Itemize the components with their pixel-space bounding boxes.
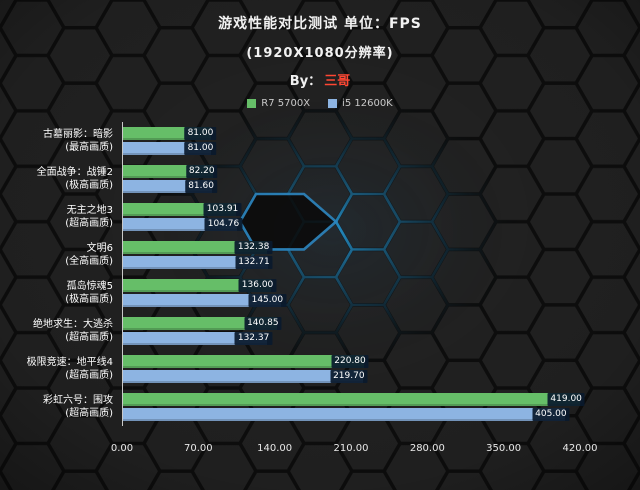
category-label: 无主之地3 (超高画质) xyxy=(0,198,122,236)
value-badge: 81.00 xyxy=(184,142,217,155)
category-quality: (超高画质) xyxy=(65,408,113,419)
bar-i5-12600k xyxy=(123,408,565,421)
category-name: 绝地求生：大逃杀 xyxy=(33,319,113,330)
x-axis-tick: 280.00 xyxy=(409,443,445,454)
category-name: 彩虹六号：围攻 xyxy=(43,395,113,406)
category-quality: (超高画质) xyxy=(65,370,113,381)
category-quality: (极高画质) xyxy=(65,294,113,305)
bar-r7-5700x xyxy=(123,355,364,368)
value-badge: 132.71 xyxy=(235,256,273,269)
chart-row: 全面战争：战锤2 (极高画质) 82.20 81.60 xyxy=(0,160,640,198)
category-name: 无主之地3 xyxy=(66,205,113,216)
category-quality: (超高画质) xyxy=(65,332,113,343)
category-name: 极限竞速：地平线4 xyxy=(26,357,113,368)
value-badge: 82.20 xyxy=(185,165,218,178)
bar-group: 103.91 104.76 xyxy=(122,198,623,236)
value-badge: 405.00 xyxy=(532,408,570,421)
chart-row: 无主之地3 (超高画质) 103.91 104.76 xyxy=(0,198,640,236)
category-label: 极限竞速：地平线4 (超高画质) xyxy=(0,350,122,388)
category-label: 孤岛惊魂5 (极高画质) xyxy=(0,274,122,312)
category-name: 孤岛惊魂5 xyxy=(66,281,113,292)
bar-r7-5700x xyxy=(123,279,272,292)
category-quality: (全高画质) xyxy=(65,256,113,267)
legend-item: i5 12600K xyxy=(328,98,393,109)
chart-subtitle: (1920X1080分辨率) xyxy=(246,46,394,61)
legend-swatch xyxy=(328,99,338,108)
category-quality: (极高画质) xyxy=(65,180,113,191)
category-label: 绝地求生：大逃杀 (超高画质) xyxy=(0,312,122,350)
x-axis-tick: 140.00 xyxy=(257,443,293,454)
category-label: 全面战争：战锤2 (极高画质) xyxy=(0,160,122,198)
x-axis-tick: 0.00 xyxy=(110,443,134,454)
value-badge: 145.00 xyxy=(248,294,287,307)
category-quality: (超高画质) xyxy=(65,218,113,229)
value-badge: 219.70 xyxy=(330,370,368,383)
bar-r7-5700x xyxy=(123,317,277,330)
legend-label: i5 12600K xyxy=(342,98,393,109)
category-name: 全面战争：战锤2 xyxy=(36,167,113,178)
bar-group: 220.80 219.70 xyxy=(122,350,623,388)
bar-r7-5700x xyxy=(123,241,268,254)
legend-label: R7 5700X xyxy=(261,98,311,109)
bar-i5-12600k xyxy=(123,294,282,307)
legend-item: R7 5700X xyxy=(247,98,310,109)
legend: R7 5700X i5 12600K xyxy=(0,98,640,109)
bar-i5-12600k xyxy=(123,256,268,269)
bar-group: 82.20 81.60 xyxy=(122,160,623,198)
legend-swatch xyxy=(247,99,257,108)
value-badge: 220.80 xyxy=(331,355,369,368)
bar-group: 136.00 145.00 xyxy=(122,274,623,312)
x-axis-tick: 350.00 xyxy=(486,443,522,454)
chart-row: 孤岛惊魂5 (极高画质) 136.00 145.00 xyxy=(0,274,640,312)
plot: 古墓丽影：暗影 (最高画质) 81.00 81.00 全面战争：战锤2 (极高画质) 82.… xyxy=(0,122,640,426)
value-badge: 132.38 xyxy=(234,241,273,254)
chart-row: 文明6 (全高画质) 132.38 132.71 xyxy=(0,236,640,274)
value-badge: 103.91 xyxy=(203,203,242,216)
bar-i5-12600k xyxy=(123,332,268,345)
category-label: 古墓丽影：暗影 (最高画质) xyxy=(0,122,122,160)
x-axis-ticks: 0.00 70.00 140.00 210.00 280.00 350.00 420.00 xyxy=(111,443,598,457)
bar-r7-5700x xyxy=(123,393,580,406)
chart-title: 游戏性能对比测试 单位：FPS xyxy=(218,16,422,32)
bar-group: 132.38 132.71 xyxy=(122,236,623,274)
value-badge: 136.00 xyxy=(238,279,277,292)
category-quality: (最高画质) xyxy=(65,142,113,153)
x-axis-tick: 70.00 xyxy=(184,443,213,454)
value-badge: 104.76 xyxy=(204,218,243,231)
bar-group: 81.00 81.00 xyxy=(122,122,623,160)
chart-row: 彩虹六号：围攻 (超高画质) 419.00 405.00 xyxy=(0,388,640,426)
category-label: 彩虹六号：围攻 (超高画质) xyxy=(0,388,122,426)
category-name: 古墓丽影：暗影 xyxy=(43,129,113,140)
chart-row: 极限竞速：地平线4 (超高画质) 220.80 219.70 xyxy=(0,350,640,388)
bar-group: 419.00 405.00 xyxy=(122,388,623,426)
value-badge: 81.00 xyxy=(184,127,217,140)
x-axis-tick: 420.00 xyxy=(562,443,598,454)
bar-group: 140.85 132.37 xyxy=(122,312,623,350)
byline-author: 三哥 xyxy=(324,74,351,89)
x-axis-tick: 210.00 xyxy=(333,443,369,454)
value-badge: 419.00 xyxy=(547,393,585,406)
byline-prefix: By： xyxy=(289,74,322,89)
chart-row: 古墓丽影：暗影 (最高画质) 81.00 81.00 xyxy=(0,122,640,160)
chart-header: 游戏性能对比测试 单位：FPS (1920X1080分辨率) By： 三哥 xyxy=(0,13,640,89)
category-label: 文明6 (全高画质) xyxy=(0,236,122,274)
bar-i5-12600k xyxy=(123,370,363,383)
chart-row: 绝地求生：大逃杀 (超高画质) 140.85 132.37 xyxy=(0,312,640,350)
byline: By： 三哥 xyxy=(0,70,640,89)
value-badge: 81.60 xyxy=(185,180,217,193)
value-badge: 140.85 xyxy=(244,317,282,330)
value-badge: 132.37 xyxy=(234,332,273,345)
category-name: 文明6 xyxy=(86,243,113,254)
